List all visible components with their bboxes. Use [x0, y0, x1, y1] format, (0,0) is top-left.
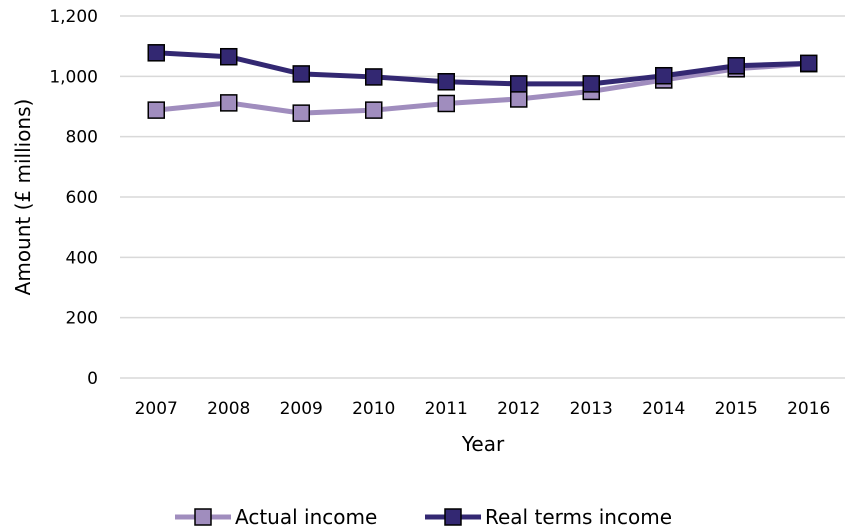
legend: Actual income Real terms income	[175, 505, 672, 529]
x-tick-label: 2011	[425, 399, 468, 419]
x-axis-tick-labels: 2007 2008 2009 2010 2011 2012 2013 2014 2015 2016	[135, 399, 831, 419]
y-tick-label: 1,000	[49, 67, 98, 87]
legend-item: Real terms income	[425, 505, 672, 529]
series-layer	[147, 44, 818, 122]
x-tick-label: 2012	[497, 399, 540, 419]
series-line	[156, 61, 809, 116]
data-point	[437, 94, 455, 113]
x-tick-label: 2009	[280, 399, 323, 419]
y-tick-label: 400	[66, 248, 98, 268]
x-tick-label: 2014	[642, 399, 685, 419]
series-real-terms-income	[147, 44, 818, 93]
data-point	[365, 101, 383, 119]
y-tick-label: 0	[87, 369, 98, 389]
legend-item: Actual income	[175, 505, 377, 529]
x-tick-label: 2007	[135, 399, 178, 419]
x-tick-label: 2015	[715, 399, 758, 419]
data-point	[292, 104, 310, 122]
legend-marker	[444, 508, 462, 526]
y-tick-label: 600	[66, 188, 98, 208]
data-point	[582, 75, 600, 93]
legend-label: Real terms income	[485, 505, 672, 529]
data-point	[510, 90, 528, 108]
y-axis-title: Amount (£ millions)	[11, 99, 35, 296]
data-point	[727, 57, 745, 75]
y-tick-label: 800	[66, 128, 98, 148]
x-tick-label: 2010	[352, 399, 395, 419]
x-tick-label: 2008	[207, 399, 250, 419]
x-axis-title: Year	[461, 432, 505, 456]
data-point	[220, 94, 238, 112]
data-point	[220, 47, 238, 66]
legend-label: Actual income	[235, 505, 377, 529]
gridlines	[120, 15, 845, 379]
data-point	[655, 66, 673, 85]
data-point	[365, 68, 383, 86]
data-point	[292, 65, 310, 83]
legend-marker	[194, 508, 212, 526]
data-point	[437, 73, 455, 91]
data-point	[510, 75, 528, 93]
data-point	[147, 101, 165, 119]
y-tick-label: 200	[66, 309, 98, 329]
x-tick-label: 2013	[570, 399, 613, 419]
x-tick-label: 2016	[787, 399, 830, 419]
data-point	[147, 44, 165, 62]
y-tick-label: 1,200	[49, 7, 98, 27]
series-line	[156, 50, 809, 87]
series-actual-income	[147, 54, 818, 122]
y-axis-tick-labels: 0 200 400 600 800 1,000 1,200	[49, 7, 98, 389]
data-point	[800, 54, 818, 73]
